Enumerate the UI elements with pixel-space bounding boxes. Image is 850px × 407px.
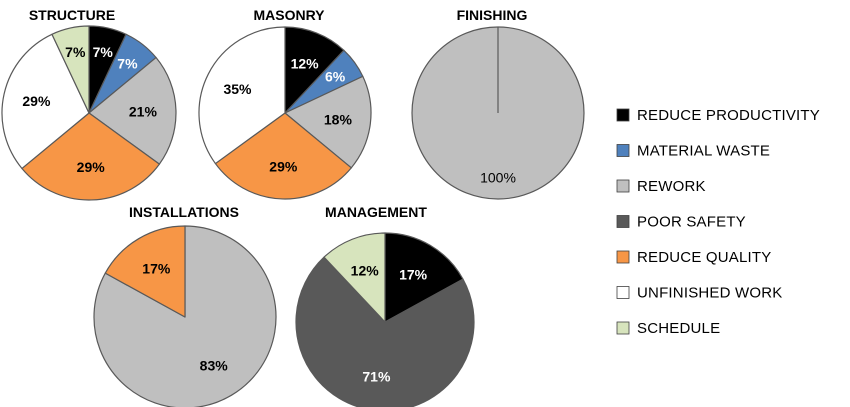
slice-label-management-reduce-productivity: 17%	[399, 267, 428, 283]
pie-slice-management-schedule	[323, 232, 386, 323]
pie-slice-installations-reduce-quality	[104, 225, 186, 318]
slice-label-management-schedule: 12%	[351, 263, 380, 279]
slice-label-installations-rework: 83%	[200, 358, 229, 374]
legend-swatch-reduce-quality	[616, 250, 630, 264]
slice-label-structure-schedule: 7%	[65, 44, 86, 60]
slice-label-masonry-unfinished-work: 35%	[223, 81, 252, 97]
slice-label-structure-material-waste: 7%	[117, 56, 138, 72]
legend-label-schedule: SCHEDULE	[637, 320, 720, 337]
pie-management: MANAGEMENT 17% 71% 12%	[295, 204, 475, 407]
pie-slice-management-poor-safety	[295, 256, 475, 407]
legend-label-reduce-quality: REDUCE QUALITY	[637, 249, 772, 266]
legend-label-poor-safety: POOR SAFETY	[637, 214, 746, 231]
pie-slice-masonry-rework	[284, 75, 372, 169]
pie-slice-structure-rework	[88, 56, 177, 165]
legend-swatch-unfinished-work	[616, 286, 630, 299]
slice-label-structure-unfinished-work: 29%	[22, 93, 51, 109]
legend-swatch-reduce-productivity	[616, 108, 630, 122]
legend-item-reduce-productivity: REDUCE PRODUCTIVITY	[616, 107, 820, 124]
pie-slice-masonry-reduce-quality	[214, 112, 352, 200]
slice-label-masonry-rework: 18%	[324, 112, 353, 128]
legend-item-schedule: SCHEDULE	[616, 320, 720, 337]
slice-label-masonry-material-waste: 6%	[325, 69, 346, 85]
slice-label-management-poor-safety: 71%	[362, 369, 391, 385]
legend-item-rework: REWORK	[616, 178, 706, 195]
legend-swatch-poor-safety	[616, 215, 630, 228]
legend-item-material-waste: MATERIAL WASTE	[616, 143, 770, 160]
chart-title-structure: STRUCTURE	[29, 7, 115, 23]
legend-item-unfinished-work: UNFINISHED WORK	[616, 285, 783, 302]
legend-swatch-schedule	[616, 321, 630, 335]
chart-title-finishing: FINISHING	[457, 7, 528, 23]
legend-label-rework: REWORK	[637, 178, 706, 195]
slice-label-structure-reduce-productivity: 7%	[93, 44, 114, 60]
pie-masonry: MASONRY 12% 6% 18% 29% 35%	[198, 7, 372, 200]
pie-slice-management-reduce-productivity	[384, 232, 464, 323]
slice-label-finishing-rework: 100%	[480, 170, 516, 186]
slice-label-installations-reduce-quality: 17%	[142, 260, 171, 276]
pie-finishing: FINISHING 100%	[411, 7, 585, 200]
legend-label-reduce-productivity: REDUCE PRODUCTIVITY	[637, 107, 820, 124]
pie-charts-group: STRUCTURE7%7%21%29%29%7%MASONRY12%6%18%2…	[1, 7, 585, 407]
slice-label-masonry-reduce-productivity: 12%	[291, 55, 320, 71]
legend-swatch-rework	[616, 179, 630, 193]
legend-item-reduce-quality: REDUCE QUALITY	[616, 249, 772, 266]
chart-title-masonry: MASONRY	[253, 7, 325, 23]
pie-slice-structure-reduce-quality	[21, 112, 160, 201]
pie-installations: INSTALLATIONS 83% 17%	[93, 204, 277, 407]
legend-item-poor-safety: POOR SAFETY	[616, 214, 746, 231]
slice-label-structure-rework: 21%	[129, 103, 158, 119]
legend-label-material-waste: MATERIAL WASTE	[637, 143, 770, 160]
pie-slice-masonry-unfinished-work	[198, 26, 286, 165]
slice-label-masonry-reduce-quality: 29%	[269, 158, 298, 174]
legend: REDUCE PRODUCTIVITY MATERIAL WASTE REWORK P…	[616, 107, 820, 337]
chart-title-installations: INSTALLATIONS	[129, 204, 239, 220]
legend-swatch-material-waste	[616, 144, 630, 157]
pie-slice-masonry-reduce-productivity	[284, 26, 345, 114]
slice-label-structure-reduce-quality: 29%	[77, 159, 106, 175]
chart-title-management: MANAGEMENT	[325, 204, 427, 220]
pie-slice-structure-schedule	[51, 25, 90, 114]
legend-label-unfinished-work: UNFINISHED WORK	[637, 285, 783, 302]
